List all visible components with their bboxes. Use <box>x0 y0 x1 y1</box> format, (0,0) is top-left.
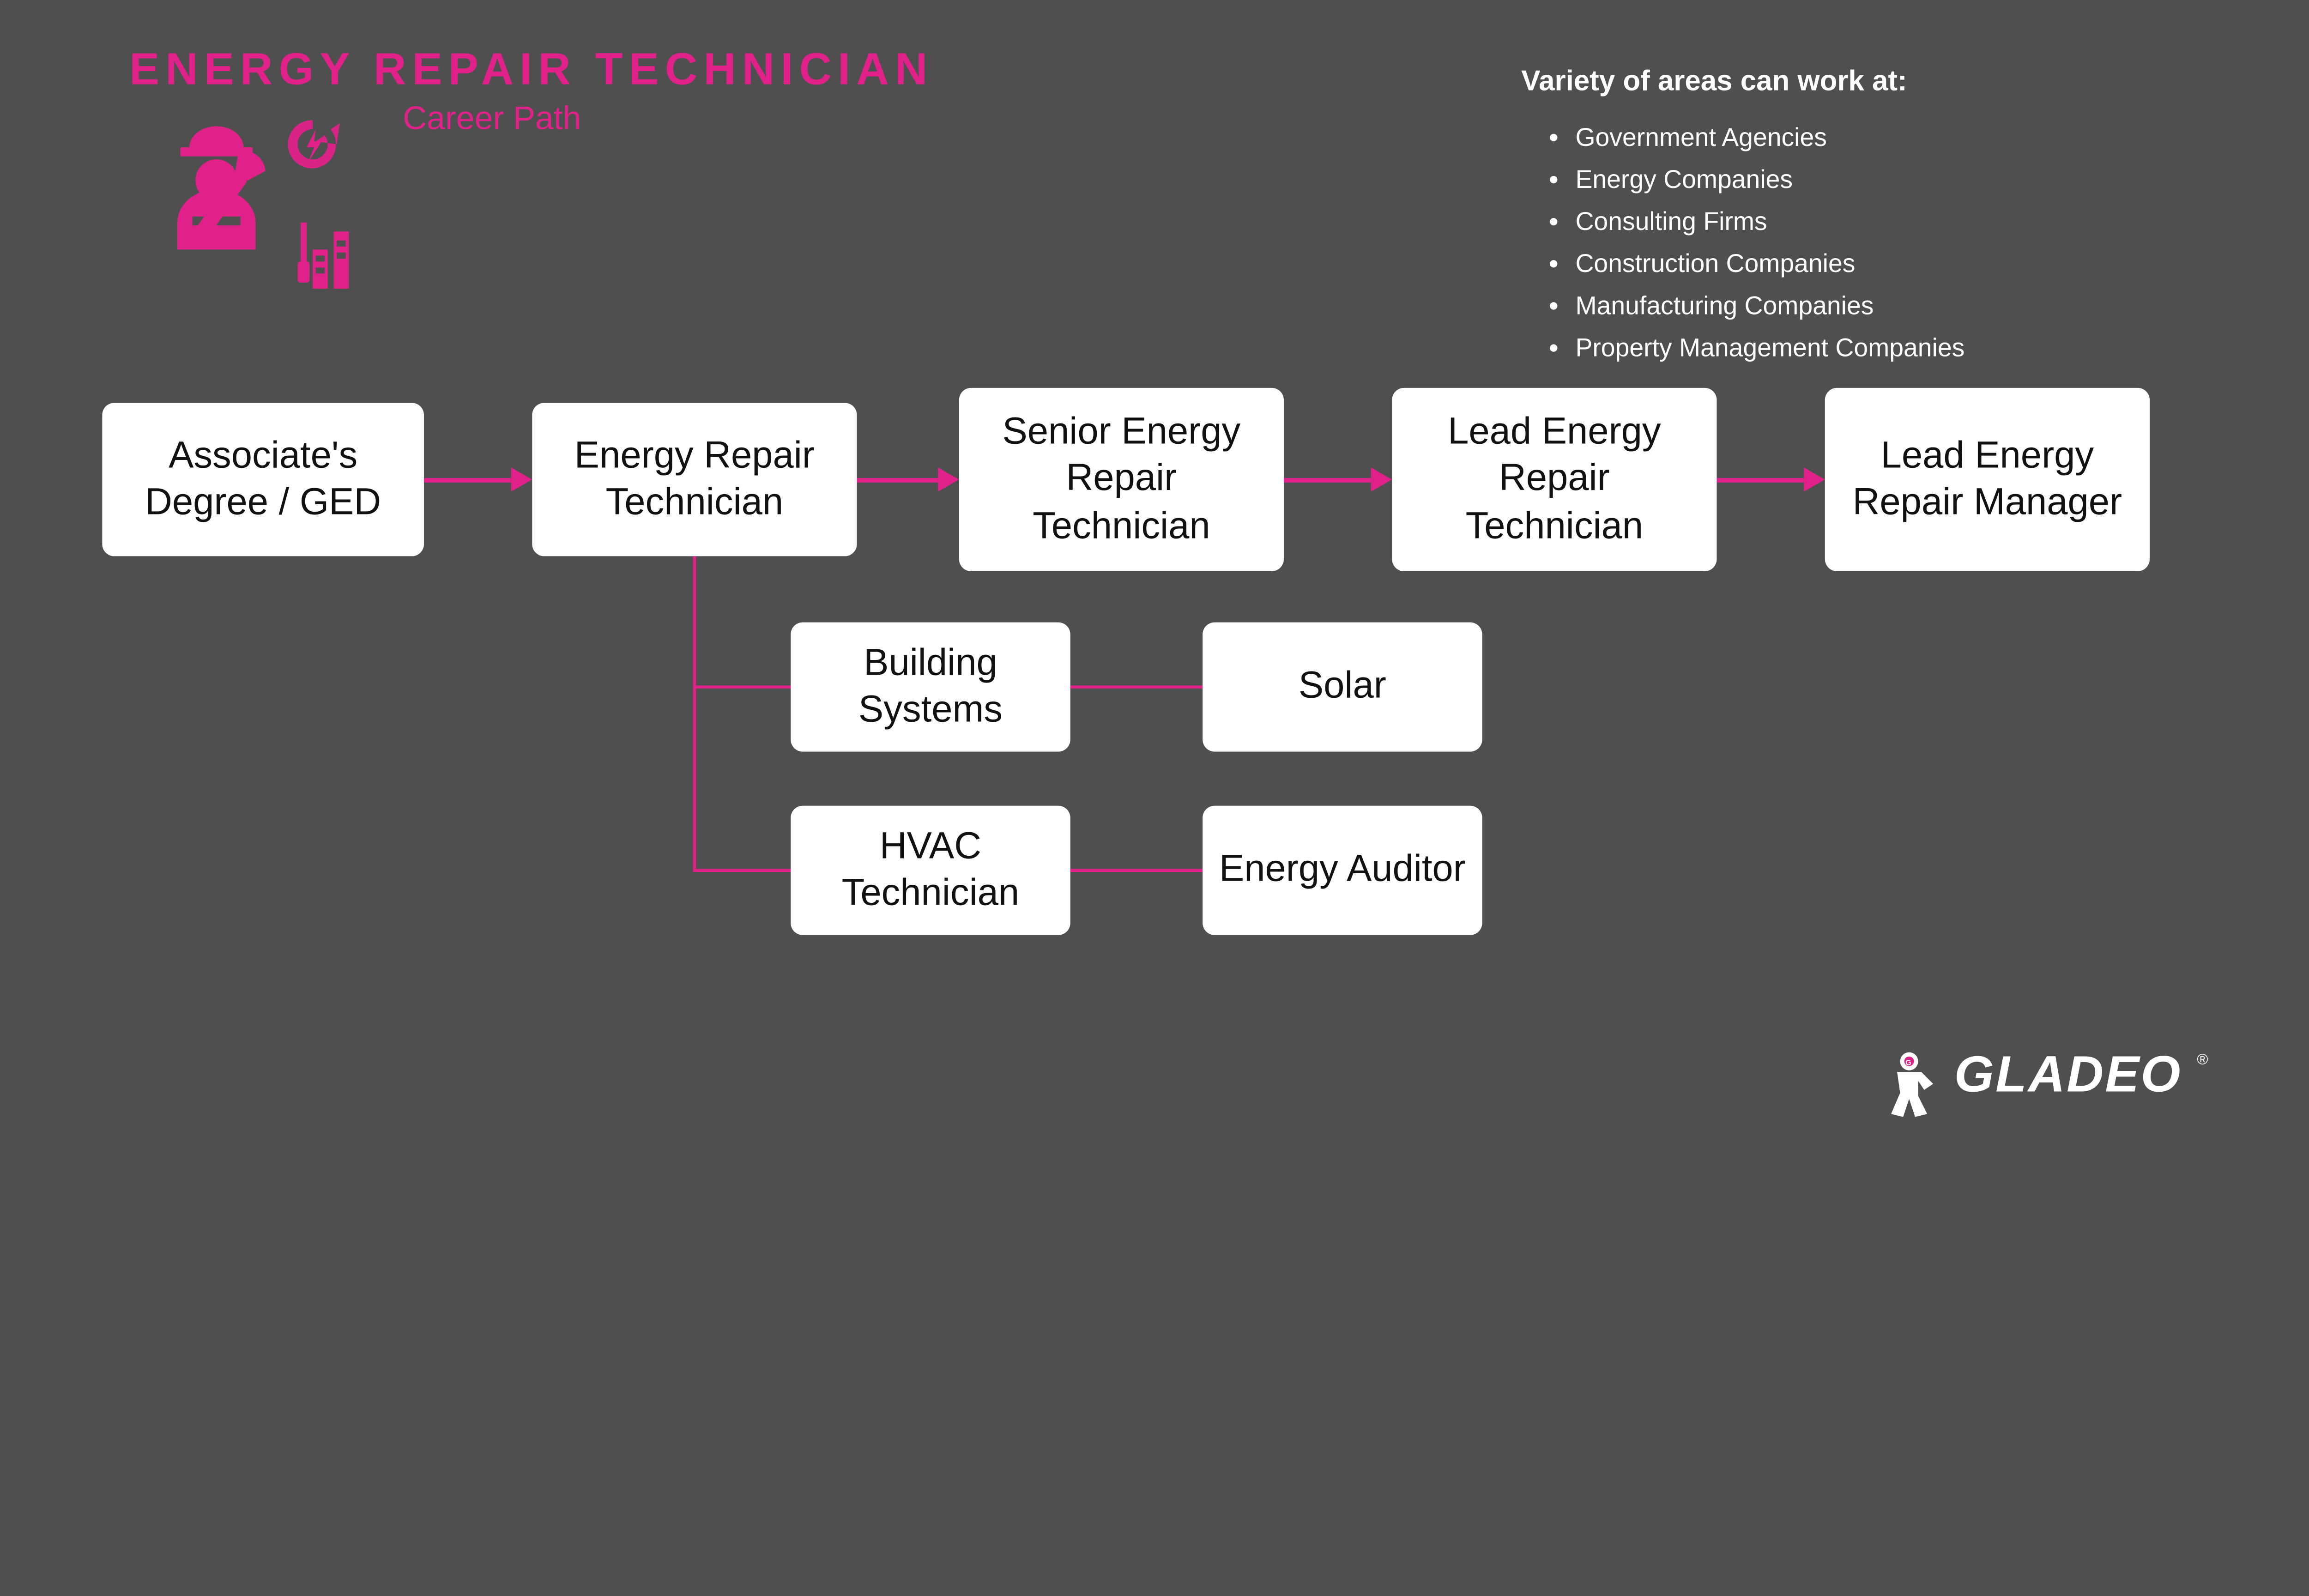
gladeo-logo: G GLADEO ® <box>1888 1046 2210 1105</box>
node-lead-manager: Lead Energy Repair Manager <box>1825 388 2150 571</box>
edge <box>424 478 511 483</box>
node-senior-tech: Senior Energy Repair Technician <box>959 388 1284 571</box>
edge <box>693 556 696 872</box>
list-item: Government Agencies <box>1575 117 1964 159</box>
node-solar: Solar <box>1203 623 1482 752</box>
list-item: Manufacturing Companies <box>1575 286 1964 328</box>
node-associates-degree: Associate's Degree / GED <box>102 403 424 556</box>
node-building-systems: Building Systems <box>791 623 1070 752</box>
node-hvac-tech: HVAC Technician <box>791 806 1070 935</box>
arrowhead-icon <box>511 467 532 491</box>
arrowhead-icon <box>1804 467 1825 491</box>
page-subtitle: Career Path <box>403 99 581 139</box>
list-item: Construction Companies <box>1575 244 1964 286</box>
list-item: Energy Companies <box>1575 159 1964 201</box>
list-item: Consulting Firms <box>1575 202 1964 244</box>
arrowhead-icon <box>1371 467 1392 491</box>
logo-figure-icon: G <box>1888 1050 1940 1101</box>
list-item: Property Management Companies <box>1575 328 1964 370</box>
trademark: ® <box>2197 1052 2209 1069</box>
logo-text: GLADEO <box>1954 1046 2182 1105</box>
edge <box>1284 478 1371 483</box>
areas-list: Government Agencies Energy Companies Con… <box>1539 117 1964 370</box>
node-lead-tech: Lead Energy Repair Technician <box>1392 388 1717 571</box>
edge <box>857 478 938 483</box>
areas-header: Variety of areas can work at: <box>1521 66 1907 99</box>
edge <box>1717 478 1804 483</box>
arrowhead-icon <box>938 467 959 491</box>
node-energy-repair-tech: Energy Repair Technician <box>532 403 857 556</box>
svg-text:G: G <box>1905 1058 1913 1066</box>
technician-icon <box>145 105 370 301</box>
node-energy-auditor: Energy Auditor <box>1203 806 1482 935</box>
diagram-canvas: ENERGY REPAIR TECHNICIAN Career Path <box>0 0 2309 1155</box>
page-title: ENERGY REPAIR TECHNICIAN <box>129 45 933 97</box>
